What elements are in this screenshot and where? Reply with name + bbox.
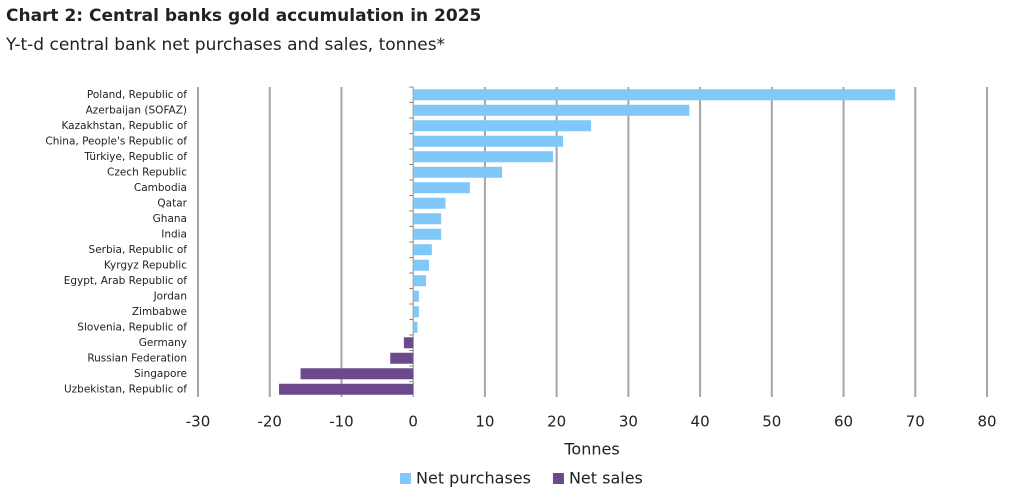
- chart-subtitle: Y-t-d central bank net purchases and sal…: [5, 35, 445, 55]
- bar: [413, 89, 896, 101]
- y-tick-label: Zimbabwe: [132, 306, 187, 318]
- bar: [413, 166, 503, 178]
- y-tick-label: Serbia, Republic of: [89, 244, 188, 256]
- x-axis-title: Tonnes: [563, 440, 619, 459]
- bar: [413, 182, 470, 194]
- x-tick-label: 40: [691, 413, 710, 431]
- y-tick-label: Ghana: [153, 213, 187, 225]
- x-tick-label: 10: [475, 413, 494, 431]
- x-tick-label: 20: [547, 413, 566, 431]
- x-tick-label: 70: [906, 413, 925, 431]
- x-tick-label: -30: [186, 413, 211, 431]
- x-tick-label: 30: [619, 413, 638, 431]
- bar: [413, 104, 690, 116]
- x-tick-label: 80: [977, 413, 996, 431]
- y-tick-label: Kyrgyz Republic: [104, 259, 187, 271]
- y-tick-label: India: [161, 228, 187, 240]
- bar: [403, 337, 414, 349]
- bar: [390, 352, 414, 364]
- bar: [413, 151, 554, 163]
- y-tick-label: Egypt, Arab Republic of: [64, 275, 188, 287]
- bar: [413, 120, 592, 132]
- bar: [413, 213, 442, 225]
- x-tick-label: -10: [329, 413, 354, 431]
- legend-label: Net sales: [569, 469, 643, 488]
- bar: [279, 383, 414, 395]
- bar: [413, 306, 419, 318]
- legend-swatch: [552, 473, 564, 484]
- bar: [413, 228, 442, 240]
- bar: [413, 244, 432, 256]
- y-tick-label: Singapore: [134, 368, 187, 380]
- y-tick-label: Cambodia: [134, 182, 187, 194]
- y-tick-label: Kazakhstan, Republic of: [61, 120, 187, 132]
- bar: [300, 368, 414, 380]
- y-tick-label: Germany: [139, 337, 187, 349]
- y-tick-label: Türkiye, Republic of: [83, 151, 187, 163]
- y-tick-label: Azerbaijan (SOFAZ): [86, 104, 187, 116]
- y-tick-label: Jordan: [153, 290, 187, 302]
- x-tick-label: 0: [408, 413, 418, 431]
- legend-label: Net purchases: [416, 469, 531, 488]
- x-tick-label: 60: [834, 413, 853, 431]
- y-tick-label: Czech Republic: [107, 166, 187, 178]
- bar: [413, 135, 564, 147]
- bar: [413, 275, 427, 287]
- bar: [413, 259, 429, 271]
- y-tick-label: Poland, Republic of: [87, 89, 187, 101]
- bar: [413, 290, 419, 302]
- y-tick-label: China, People's Republic of: [45, 135, 187, 147]
- y-tick-label: Qatar: [157, 197, 187, 209]
- bar: [413, 321, 418, 333]
- bar: [413, 197, 446, 209]
- legend-swatch: [400, 473, 411, 484]
- x-tick-label: 50: [762, 413, 781, 431]
- y-tick-label: Russian Federation: [87, 352, 187, 364]
- y-tick-label: Slovenia, Republic of: [77, 321, 187, 333]
- x-tick-label: -20: [257, 413, 282, 431]
- chart-title: Chart 2: Central banks gold accumulation…: [6, 6, 481, 26]
- y-tick-label: Uzbekistan, Republic of: [64, 383, 187, 395]
